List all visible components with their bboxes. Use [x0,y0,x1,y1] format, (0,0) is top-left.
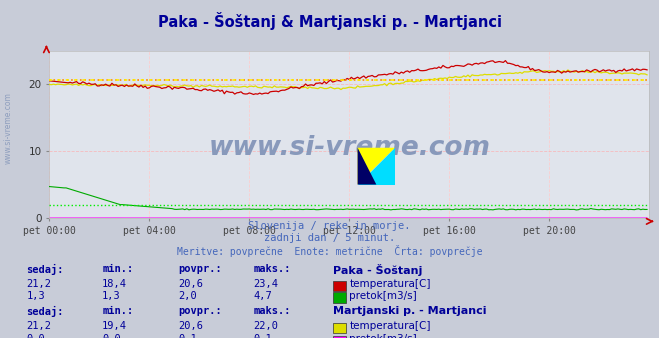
Text: 0,0: 0,0 [26,334,45,338]
Text: sedaj:: sedaj: [26,264,64,275]
Text: 2,0: 2,0 [178,291,196,301]
Text: Paka - Šoštanj: Paka - Šoštanj [333,264,422,276]
Text: zadnji dan / 5 minut.: zadnji dan / 5 minut. [264,233,395,243]
Text: min.:: min.: [102,306,133,316]
Text: 20,6: 20,6 [178,279,203,289]
Text: 21,2: 21,2 [26,321,51,331]
Polygon shape [358,148,376,185]
Text: temperatura[C]: temperatura[C] [349,321,431,331]
Text: 1,3: 1,3 [26,291,45,301]
Text: www.si-vreme.com: www.si-vreme.com [3,93,13,164]
Text: pretok[m3/s]: pretok[m3/s] [349,291,417,301]
Text: 19,4: 19,4 [102,321,127,331]
Polygon shape [358,148,395,185]
Text: 23,4: 23,4 [254,279,279,289]
Text: 21,2: 21,2 [26,279,51,289]
Text: temperatura[C]: temperatura[C] [349,279,431,289]
Text: povpr.:: povpr.: [178,306,221,316]
Text: 0,0: 0,0 [102,334,121,338]
Text: 20,6: 20,6 [178,321,203,331]
Text: 0,1: 0,1 [178,334,196,338]
Text: pretok[m3/s]: pretok[m3/s] [349,334,417,338]
Text: maks.:: maks.: [254,264,291,274]
Text: Martjanski p. - Martjanci: Martjanski p. - Martjanci [333,306,486,316]
Text: maks.:: maks.: [254,306,291,316]
Text: Paka - Šoštanj & Martjanski p. - Martjanci: Paka - Šoštanj & Martjanski p. - Martjan… [158,12,501,30]
Text: sedaj:: sedaj: [26,306,64,317]
Text: 0,1: 0,1 [254,334,272,338]
Text: 4,7: 4,7 [254,291,272,301]
Text: min.:: min.: [102,264,133,274]
Text: Slovenija / reke in morje.: Slovenija / reke in morje. [248,221,411,232]
Text: 22,0: 22,0 [254,321,279,331]
Text: 18,4: 18,4 [102,279,127,289]
Text: 1,3: 1,3 [102,291,121,301]
Text: povpr.:: povpr.: [178,264,221,274]
Polygon shape [358,148,395,185]
Text: Meritve: povprečne  Enote: metrične  Črta: povprečje: Meritve: povprečne Enote: metrične Črta:… [177,245,482,257]
Text: www.si-vreme.com: www.si-vreme.com [208,135,490,161]
